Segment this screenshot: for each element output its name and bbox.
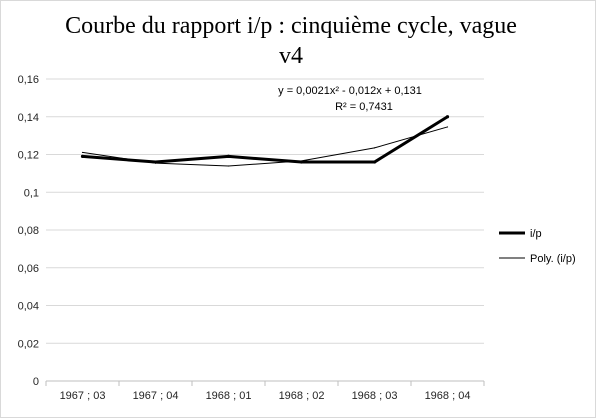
x-tick-label: 1968 ; 03 xyxy=(352,390,398,402)
trendline-poly xyxy=(82,126,448,167)
data-point xyxy=(154,162,157,164)
data-point xyxy=(373,147,376,149)
y-tick-label: 0,04 xyxy=(18,301,39,313)
data-point xyxy=(226,154,231,158)
x-tick-label: 1968 ; 02 xyxy=(279,390,325,402)
series-line-i-p xyxy=(82,115,449,164)
y-tick-label: 0,16 xyxy=(18,74,39,86)
y-tick-label: 0 xyxy=(33,376,39,388)
legend-label: Poly. (i/p) xyxy=(530,253,576,265)
data-point xyxy=(300,160,303,162)
y-tick-label: 0,12 xyxy=(18,150,39,162)
data-point xyxy=(80,154,85,158)
y-tick-label: 0,08 xyxy=(18,225,39,237)
x-tick-label: 1967 ; 03 xyxy=(60,390,106,402)
y-tick-label: 0,1 xyxy=(24,187,39,199)
legend-label: i/p xyxy=(530,228,542,240)
data-point xyxy=(445,115,450,119)
trend-r2: R² = 0,7431 xyxy=(335,101,393,113)
chart-title: Courbe du rapport i/p : cinquième cycle,… xyxy=(65,13,517,69)
trend-equation: y = 0,0021x² - 0,012x + 0,131 xyxy=(278,85,422,97)
data-point xyxy=(446,126,449,128)
y-tick-label: 0,14 xyxy=(18,112,39,124)
y-tick-label: 0,06 xyxy=(18,263,39,275)
x-tick-label: 1968 ; 01 xyxy=(206,390,252,402)
data-point xyxy=(372,160,377,164)
data-point xyxy=(81,151,84,154)
y-tick-label: 0,02 xyxy=(18,338,39,350)
data-point xyxy=(227,165,230,167)
x-tick-label: 1967 ; 04 xyxy=(133,390,179,402)
x-tick-label: 1968 ; 04 xyxy=(425,390,471,402)
